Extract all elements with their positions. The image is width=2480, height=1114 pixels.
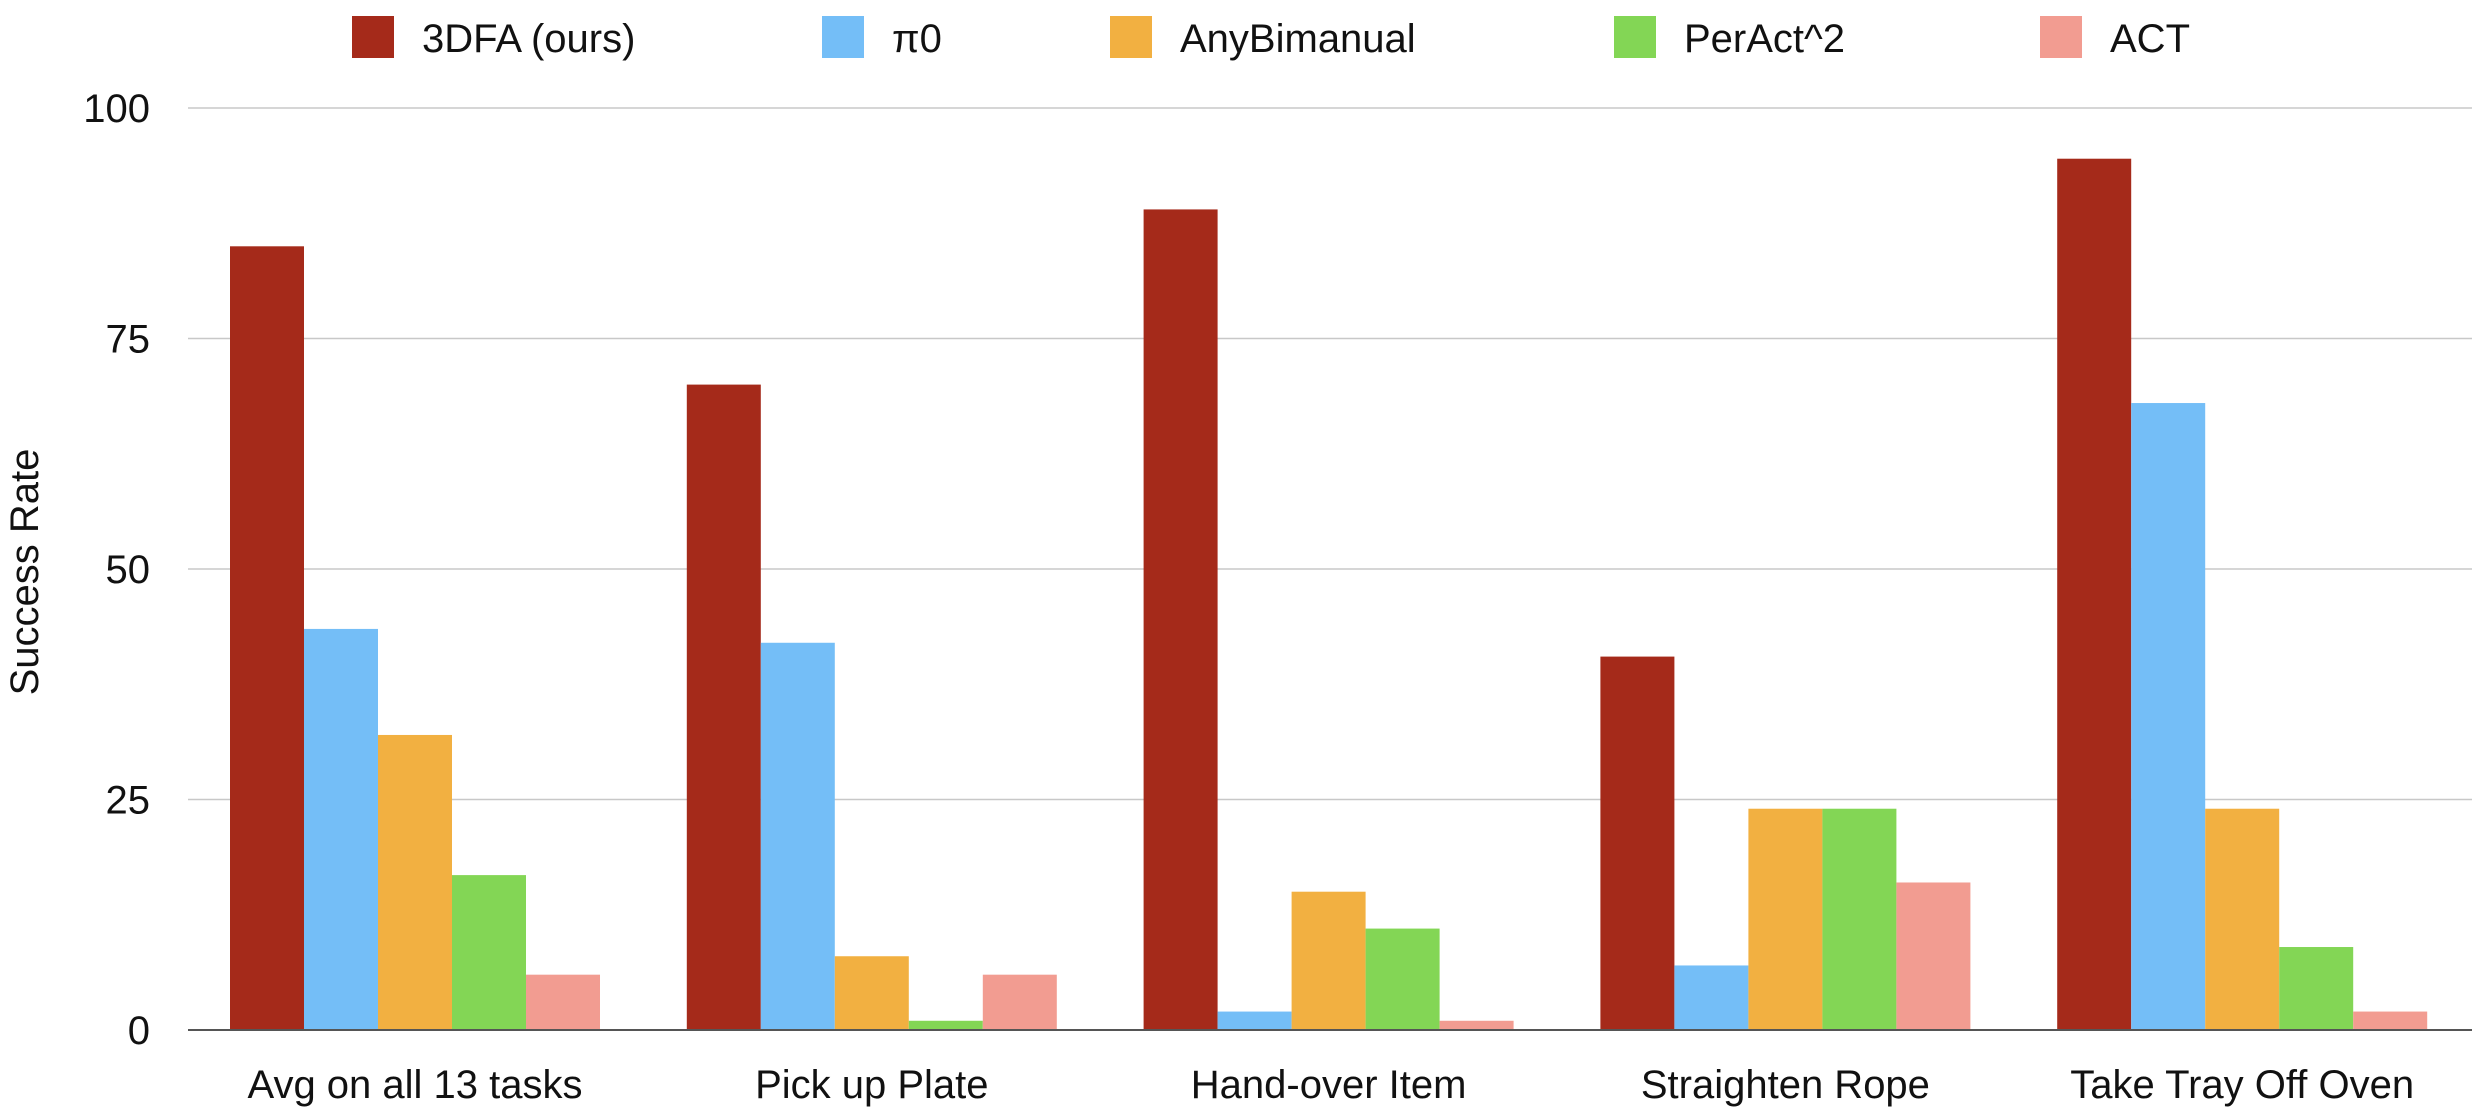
legend-swatch [2040,16,2082,58]
bar [526,974,600,1030]
legend-label: 3DFA (ours) [422,17,635,61]
y-tick-label: 75 [106,318,151,362]
x-category-label: Hand-over Item [1191,1063,1467,1107]
x-category-label: Straighten Rope [1641,1063,1930,1107]
x-category-label: Avg on all 13 tasks [247,1063,582,1107]
legend-item: PerAct^2 [1614,16,1845,61]
x-category-label: Take Tray Off Oven [2070,1063,2414,1107]
x-axis-category-labels: Avg on all 13 tasks Pick up Plate Hand-ove… [247,1063,2414,1107]
bar [230,246,304,1031]
bar [1896,882,1971,1030]
bar [834,956,909,1030]
legend-label: π0 [892,17,942,61]
bar [908,1020,983,1030]
bar [760,642,835,1030]
legend-item: ACT [2040,16,2190,61]
bar [1822,808,1897,1030]
bar [1439,1020,1514,1030]
bar [686,384,761,1031]
y-tick-label: 0 [128,1009,150,1053]
legend-item: AnyBimanual [1110,16,1416,61]
x-category-label: Pick up Plate [755,1063,988,1107]
legend-label: PerAct^2 [1684,17,1845,61]
bar [304,628,378,1030]
bar [2205,808,2280,1030]
legend-label: ACT [2110,17,2190,61]
bars [230,158,2428,1031]
bar [2131,403,2206,1030]
y-tick-label: 100 [83,87,150,131]
y-tick-label: 50 [106,548,151,592]
bar [2279,947,2354,1030]
y-axis-ticks: 0 25 50 75 100 [83,87,150,1053]
bar [1674,965,1749,1030]
legend-label: AnyBimanual [1180,17,1416,61]
chart-legend: 3DFA (ours) π0 AnyBimanual PerAct^2 ACT [352,16,2190,61]
bar [2353,1011,2428,1030]
legend-item: π0 [822,16,942,61]
bar [982,974,1057,1030]
legend-swatch [1614,16,1656,58]
legend-item: 3DFA (ours) [352,16,635,61]
y-tick-label: 25 [106,779,151,823]
legend-swatch [1110,16,1152,58]
bar [452,875,526,1030]
bar [1217,1011,1292,1030]
legend-swatch [822,16,864,58]
bar [1143,209,1218,1031]
bar [1748,808,1823,1030]
bar [1600,656,1675,1030]
bar [2057,158,2132,1030]
bar [1365,928,1440,1030]
y-axis-title: Success Rate [3,449,47,696]
bar [1291,891,1366,1030]
legend-swatch [352,16,394,58]
bar [378,734,452,1030]
